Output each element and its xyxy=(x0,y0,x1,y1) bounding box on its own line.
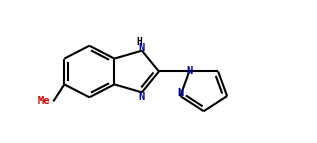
Text: Me: Me xyxy=(38,96,50,106)
Text: H: H xyxy=(136,37,142,47)
Text: N: N xyxy=(177,88,184,98)
Text: N: N xyxy=(186,66,192,77)
Text: N: N xyxy=(139,43,145,53)
Text: N: N xyxy=(139,92,145,102)
